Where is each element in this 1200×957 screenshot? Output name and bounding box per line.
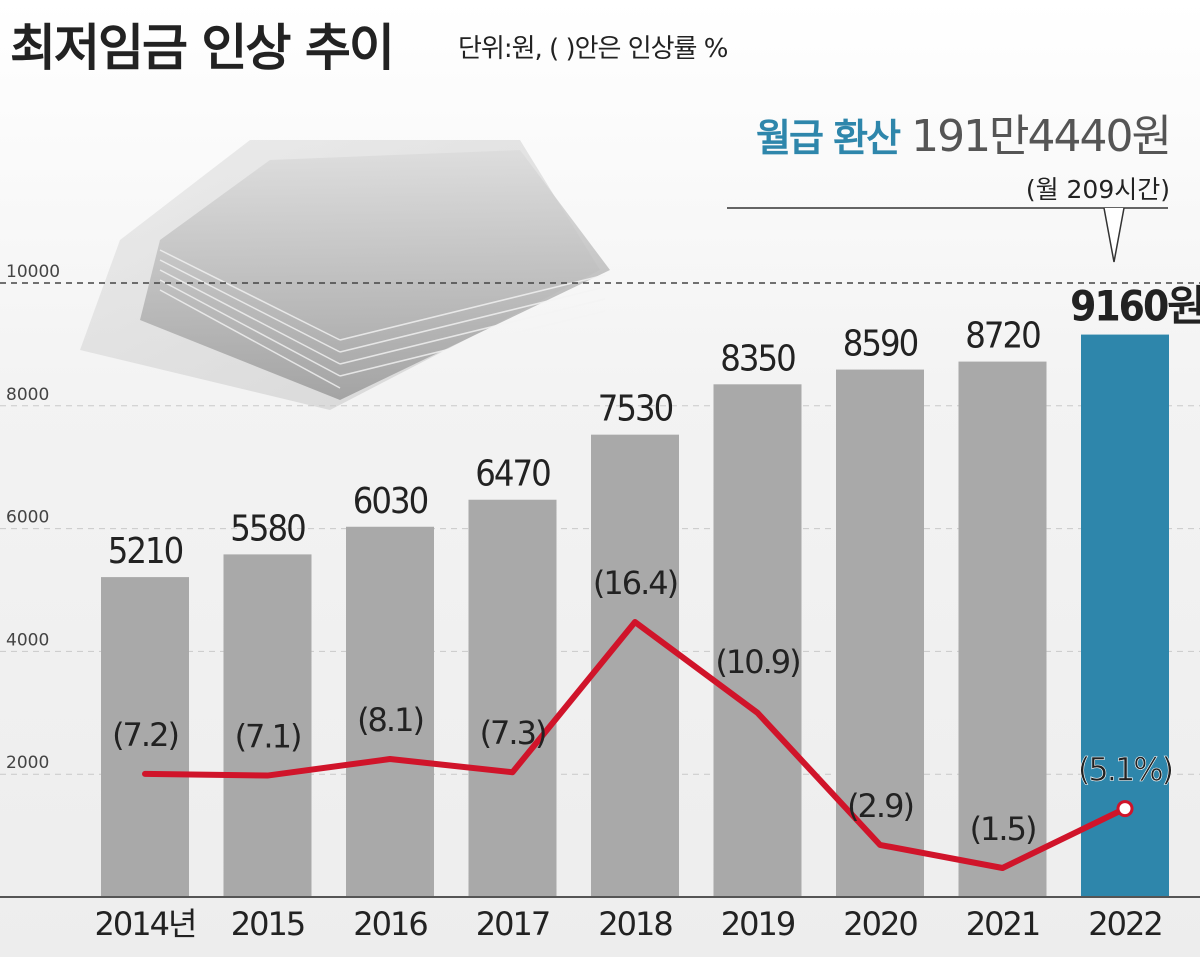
x-tick-label: 2014년 — [95, 905, 196, 943]
y-tick-label: 6000 — [6, 508, 49, 528]
rate-point — [1116, 800, 1134, 818]
rate-label: (2.9) — [847, 787, 913, 825]
x-tick-label: 2021 — [966, 905, 1039, 943]
bar-value-label: 5210 — [108, 531, 183, 572]
y-tick-label: 4000 — [6, 630, 49, 650]
x-tick-label: 2018 — [598, 905, 672, 943]
rate-label: (7.1) — [235, 718, 301, 756]
bar — [468, 499, 557, 897]
bar-value-label: 7530 — [598, 389, 673, 430]
monthly-bracket-pointer — [1103, 207, 1125, 263]
bar-value-label: 8720 — [965, 316, 1040, 357]
x-tick-label: 2017 — [476, 905, 549, 943]
rate-label: (1.5) — [970, 810, 1036, 848]
x-tick-label: 2016 — [353, 905, 427, 943]
rate-label: (5.1%) — [1078, 751, 1172, 789]
monthly-wage-value: 191만4440원 — [911, 111, 1172, 162]
y-tick-label: 2000 — [6, 753, 49, 773]
bar-value-label: 6030 — [353, 481, 428, 522]
bar-value-label: 9160원 — [1070, 282, 1200, 331]
x-tick-label: 2022 — [1088, 905, 1161, 943]
rate-line — [142, 619, 1128, 871]
bar — [591, 434, 679, 897]
x-tick-label: 2019 — [721, 905, 795, 943]
unit-note: 단위:원, ( )안은 인상률 % — [458, 34, 728, 64]
chart-title: 최저임금 인상 추이 — [10, 19, 395, 77]
rate-label: (7.2) — [112, 716, 178, 754]
monthly-hours: (월 209시간) — [1025, 175, 1170, 204]
bar-value-label: 5580 — [230, 508, 305, 549]
x-tick-label: 2015 — [231, 905, 304, 943]
rate-label: (8.1) — [357, 701, 423, 739]
money-stack-illustration — [80, 140, 610, 410]
monthly-wage-label: 월급 환산 — [756, 116, 901, 160]
bar — [101, 577, 189, 897]
y-tick-label: 8000 — [6, 385, 49, 405]
bar — [958, 361, 1047, 897]
bar — [346, 526, 434, 897]
bar-value-label: 8590 — [843, 324, 918, 365]
rate-label: (7.3) — [480, 714, 546, 752]
bar — [713, 384, 802, 897]
bar-value-label: 6470 — [475, 454, 550, 495]
x-tick-label: 2020 — [843, 905, 917, 943]
bar — [223, 554, 312, 897]
rate-label: (16.4) — [593, 564, 677, 602]
monthly-wage: 월급 환산 191만4440원 — [756, 100, 1172, 164]
rate-label: (10.9) — [715, 643, 799, 681]
bar-value-label: 8350 — [720, 338, 795, 379]
y-tick-label: 10000 — [6, 262, 60, 282]
